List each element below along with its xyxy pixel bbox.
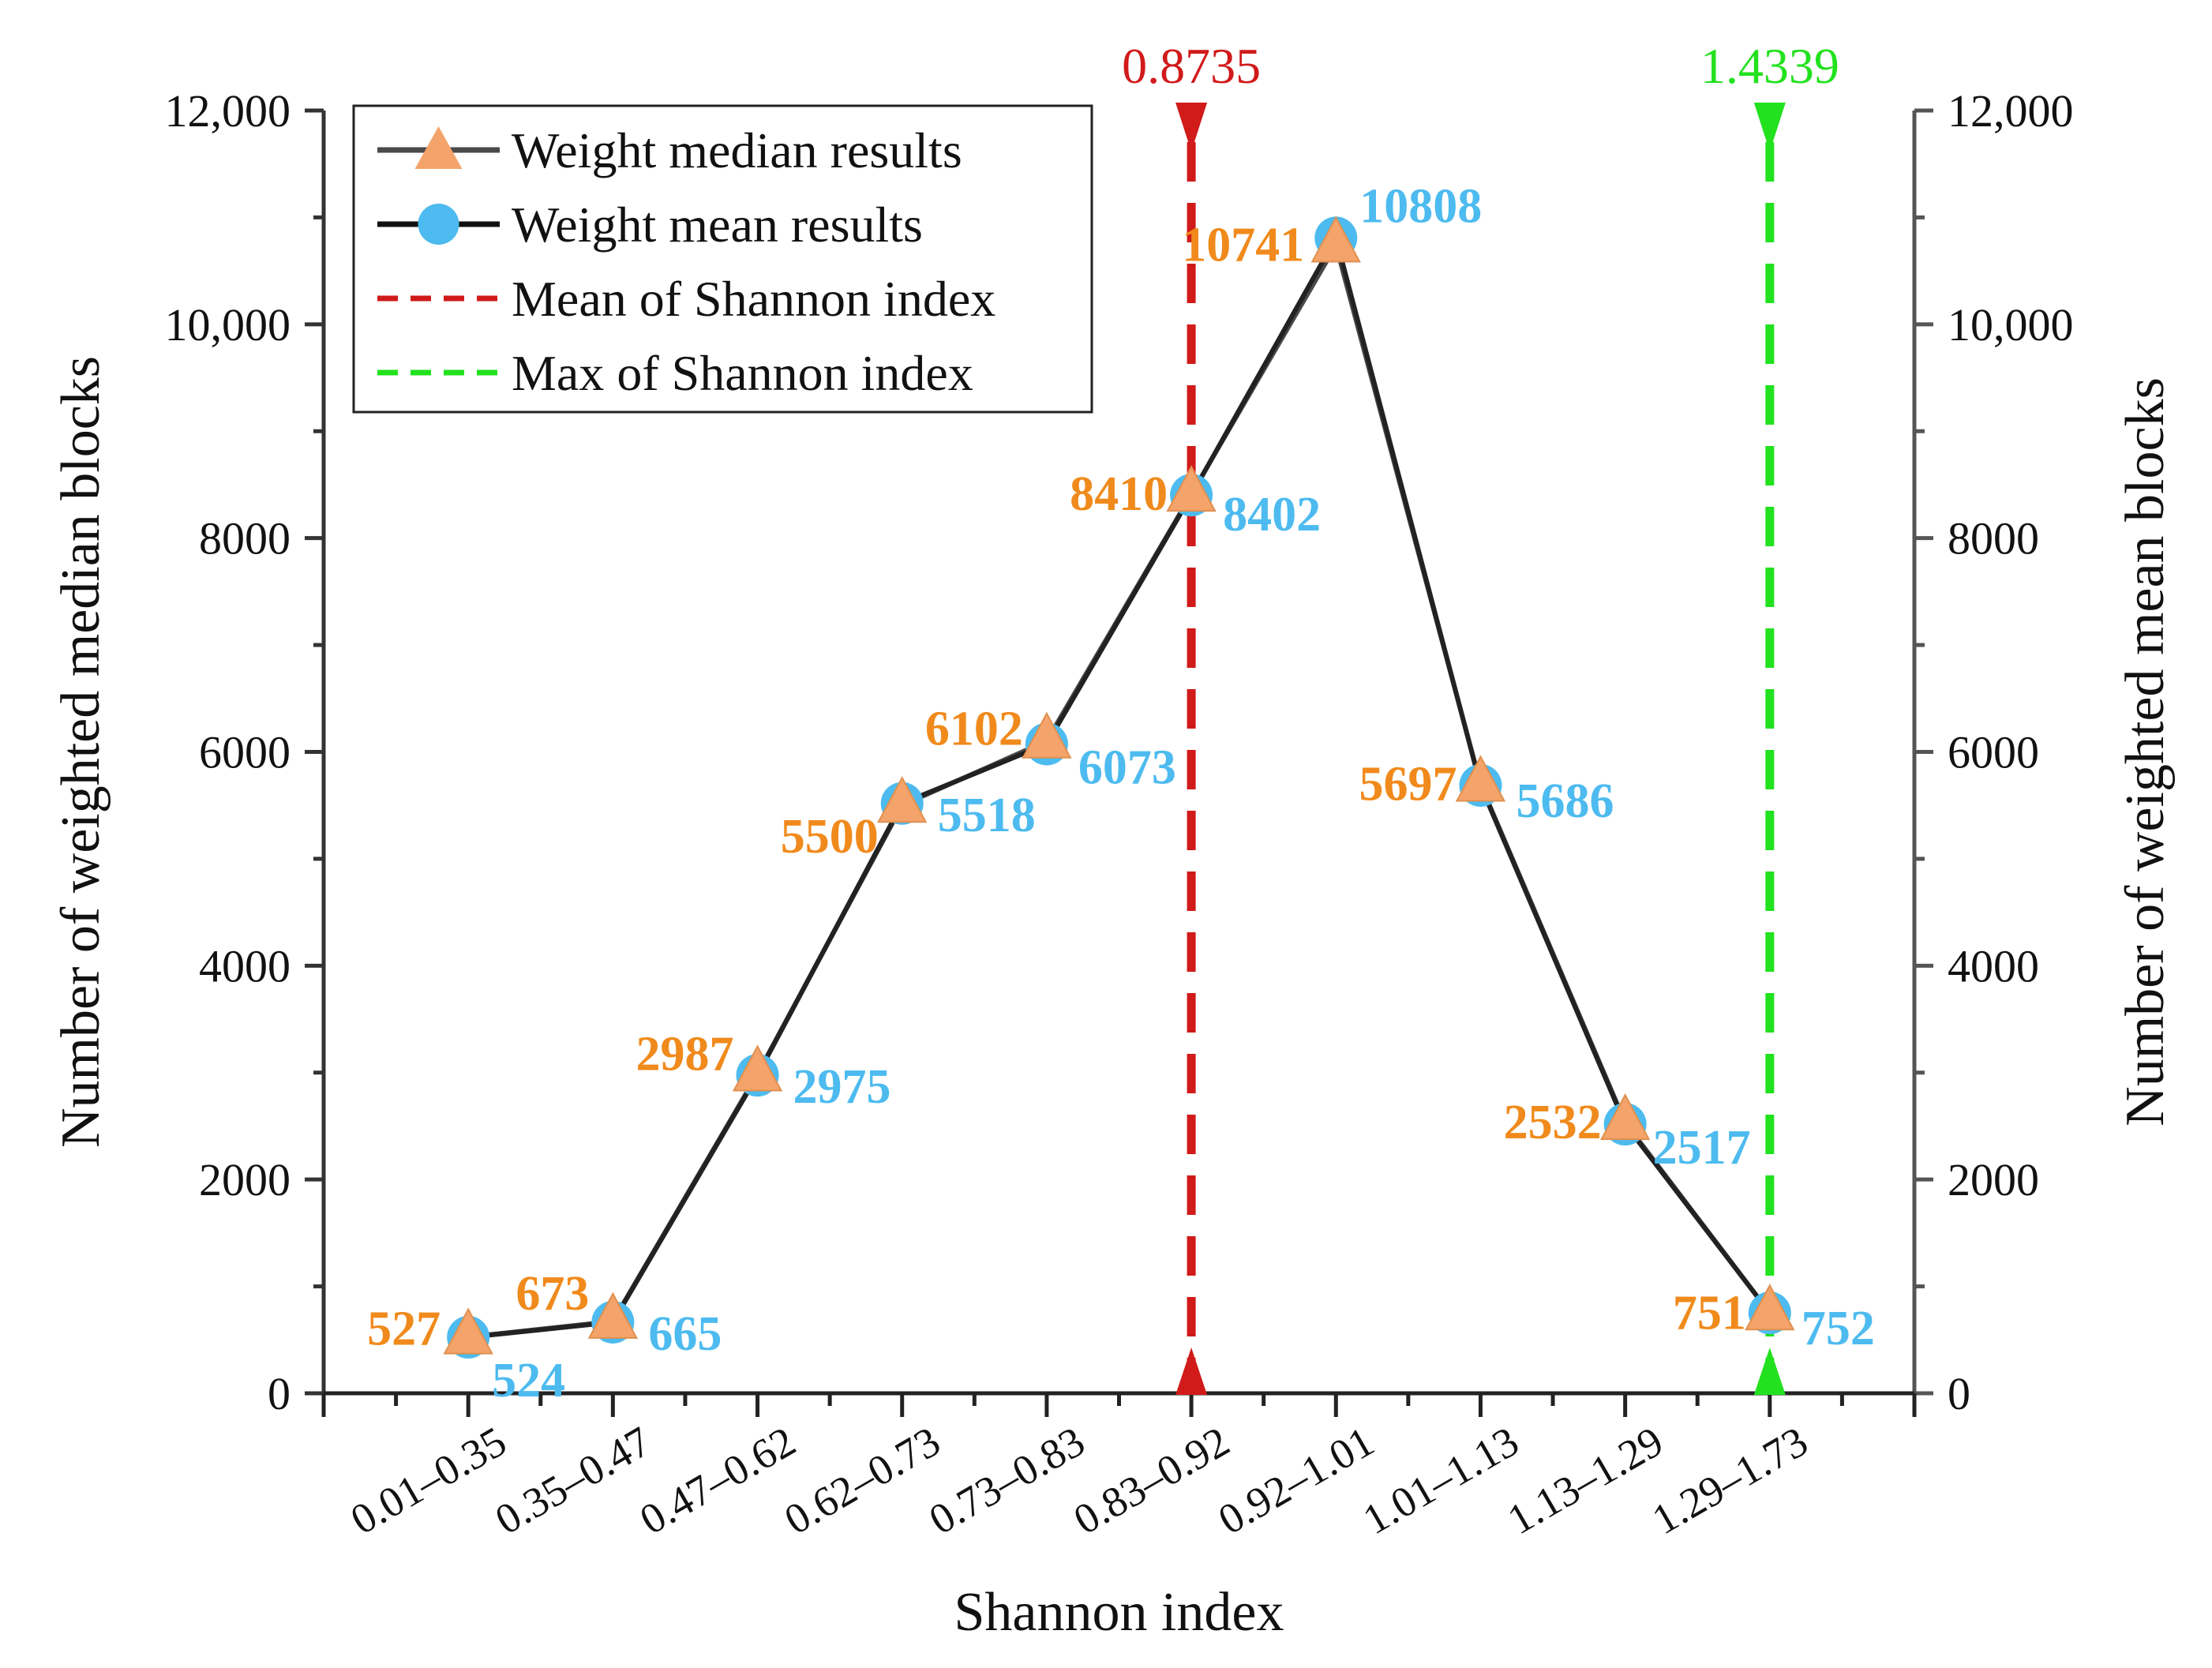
y-axis-title-right: Number of weighted mean blocks: [2115, 377, 2176, 1126]
mean-data-label: 2517: [1653, 1121, 1751, 1175]
x-tick-label: 0.01–0.35: [343, 1417, 514, 1543]
legend-box: [352, 104, 1093, 414]
y-tick-label-left: 0: [268, 1368, 291, 1419]
y-tick-label-left: 8000: [199, 513, 291, 564]
y-tick-label-right: 0: [1948, 1368, 1970, 1419]
median-data-label: 6102: [925, 703, 1023, 756]
mean-data-label: 752: [1801, 1302, 1875, 1355]
y-tick-label-left: 6000: [199, 727, 291, 778]
reference-line-label: 1.4339: [1700, 38, 1839, 94]
median-data-label: 673: [516, 1267, 589, 1321]
y-tick-label-left: 4000: [199, 940, 291, 991]
mean-data-label: 5686: [1516, 774, 1614, 828]
mean-data-label: 524: [492, 1354, 565, 1407]
reference-marker-top: [1753, 103, 1786, 152]
y-tick-label-right: 6000: [1948, 727, 2039, 778]
x-tick-label: 0.47–0.62: [632, 1417, 803, 1543]
median-data-label: 751: [1673, 1286, 1746, 1340]
y-tick-label-left: 2000: [199, 1154, 291, 1205]
median-point: [877, 776, 928, 823]
median-data-label: 5500: [781, 810, 879, 864]
y-axis-title-left: Number of weighted median blocks: [51, 356, 111, 1148]
median-data-label: 2987: [636, 1028, 734, 1081]
y-tick-label-right: 8000: [1948, 513, 2039, 564]
median-data-label: 8410: [1070, 467, 1168, 521]
mean-data-label: 665: [648, 1307, 722, 1361]
reference-marker-bottom: [1753, 1348, 1786, 1395]
x-tick-label: 0.92–1.01: [1210, 1417, 1382, 1543]
series-line-mean: [467, 235, 1772, 1340]
y-tick-label-right: 12,000: [1948, 85, 2074, 137]
reference-line-label: 0.8735: [1122, 38, 1261, 94]
median-point: [1599, 1093, 1651, 1141]
mean-data-label: 2975: [793, 1060, 891, 1114]
reference-marker-bottom: [1175, 1348, 1208, 1395]
x-tick-label: 1.29–1.73: [1644, 1417, 1816, 1543]
x-tick-label: 1.13–1.29: [1500, 1417, 1671, 1543]
legend-entry-label: Mean of Shannon index: [512, 271, 995, 327]
mean-data-label: 5518: [938, 789, 1036, 842]
median-point: [443, 1307, 493, 1355]
median-point: [1745, 1284, 1795, 1331]
mean-data-label: 10808: [1359, 179, 1482, 233]
legend-circle-marker: [418, 204, 459, 245]
median-data-label: 2532: [1504, 1096, 1602, 1149]
median-data-label: 10741: [1182, 218, 1304, 272]
median-point: [1022, 711, 1072, 759]
legend: Weight median results Weight mean results…: [352, 104, 1093, 414]
legend-triangle-marker: [414, 126, 463, 169]
median-point: [732, 1044, 783, 1092]
x-axis-title: Shannon index: [954, 1582, 1284, 1643]
median-point: [1166, 465, 1217, 512]
median-data-label: 527: [367, 1303, 441, 1356]
median-point: [587, 1291, 639, 1339]
legend-entry-label: Weight median results: [512, 122, 962, 178]
y-tick-label-left: 12,000: [165, 85, 291, 137]
y-tick-label-right: 4000: [1948, 940, 2039, 991]
x-tick-label: 0.62–0.73: [777, 1417, 948, 1543]
median-point: [1310, 216, 1361, 263]
mean-data-label: 6073: [1078, 741, 1176, 795]
median-point: [1455, 755, 1506, 802]
reference-marker-top: [1175, 103, 1208, 152]
y-tick-label-right: 10,000: [1948, 299, 2074, 350]
x-tick-label: 0.73–0.83: [921, 1417, 1093, 1543]
x-tick-label: 0.83–0.92: [1066, 1417, 1237, 1543]
mean-data-label: 8402: [1223, 488, 1321, 542]
x-tick-label: 1.01–1.13: [1355, 1417, 1526, 1543]
legend-entry-label: Weight mean results: [512, 197, 923, 253]
legend-entry-label: Max of Shannon index: [512, 345, 973, 401]
reference-lines-layer: 0.8735 1.4339: [1122, 38, 1839, 1395]
data-labels-layer: 527 673 2987 5500 6102 8410 10741 5697 2532 751 52…: [367, 179, 1875, 1407]
y-tick-label-right: 2000: [1948, 1154, 2039, 1205]
series-layer: [443, 216, 1795, 1359]
median-data-label: 5697: [1359, 758, 1457, 812]
x-tick-label: 0.35–0.47: [487, 1417, 658, 1543]
y-tick-label-left: 10,000: [165, 299, 291, 350]
